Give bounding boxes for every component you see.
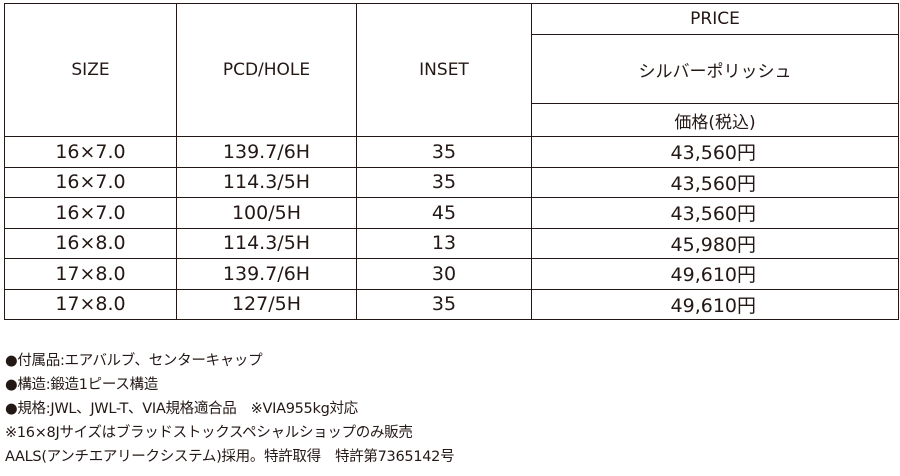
table-row: 16×7.0 114.3/5H 35 43,560円 (4, 166, 899, 198)
cell-size: 16×8.0 (4, 227, 177, 259)
note-construction: ●構造:鍛造1ピース構造 (5, 377, 158, 393)
cell-pcd: 114.3/5H (176, 166, 357, 198)
price-table: SIZE PCD/HOLE INSET PRICE シルバーポリッシュ 価格(税… (4, 3, 899, 320)
header-size: SIZE (4, 3, 177, 137)
cell-price: 43,560円 (531, 166, 899, 198)
cell-inset: 45 (356, 197, 532, 229)
table-row: 16×7.0 139.7/6H 35 43,560円 (4, 136, 899, 168)
cell-pcd: 114.3/5H (176, 227, 357, 259)
header-inset: INSET (356, 3, 532, 137)
spec-notes: ●付属品:エアバルブ、センターキャップ ●構造:鍛造1ピース構造 ●規格:JWL… (5, 349, 455, 469)
header-price: PRICE (531, 3, 899, 35)
table-row: 16×8.0 114.3/5H 13 45,980円 (4, 227, 899, 259)
cell-price: 49,610円 (531, 288, 899, 320)
note-standards: ●規格:JWL、JWL-T、VIA規格適合品 ※VIA955kg対応 (5, 401, 358, 417)
table-row: 17×8.0 127/5H 35 49,610円 (4, 288, 899, 320)
cell-size: 17×8.0 (4, 258, 177, 290)
cell-price: 43,560円 (531, 136, 899, 168)
note-accessories: ●付属品:エアバルブ、センターキャップ (5, 353, 263, 369)
cell-size: 16×7.0 (4, 197, 177, 229)
cell-pcd: 139.7/6H (176, 258, 357, 290)
cell-inset: 35 (356, 166, 532, 198)
cell-inset: 35 (356, 288, 532, 320)
cell-size: 17×8.0 (4, 288, 177, 320)
cell-pcd: 139.7/6H (176, 136, 357, 168)
table-row: 16×7.0 100/5H 45 43,560円 (4, 197, 899, 229)
header-finish: シルバーポリッシュ (531, 34, 899, 104)
cell-pcd: 100/5H (176, 197, 357, 229)
cell-price: 43,560円 (531, 197, 899, 229)
header-pcd-hole: PCD/HOLE (176, 3, 357, 137)
cell-inset: 30 (356, 258, 532, 290)
note-patent: AALS(アンチエアリークシステム)採用。特許取得 特許第7365142号 (5, 449, 455, 465)
note-size-availability: ※16×8Jサイズはブラッドストックスペシャルショップのみ販売 (5, 425, 413, 441)
table-row: 17×8.0 139.7/6H 30 49,610円 (4, 258, 899, 290)
cell-size: 16×7.0 (4, 166, 177, 198)
cell-inset: 13 (356, 227, 532, 259)
cell-pcd: 127/5H (176, 288, 357, 320)
header-price-tax: 価格(税込) (531, 103, 899, 137)
cell-size: 16×7.0 (4, 136, 177, 168)
cell-price: 45,980円 (531, 227, 899, 259)
cell-price: 49,610円 (531, 258, 899, 290)
cell-inset: 35 (356, 136, 532, 168)
